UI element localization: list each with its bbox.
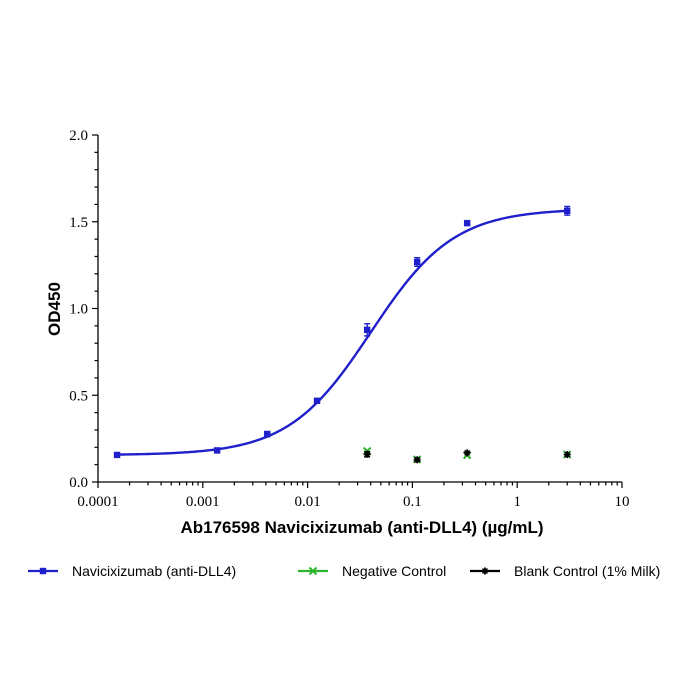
y-tick-label: 2.0 bbox=[69, 128, 88, 144]
legend-item: Navicixizumab (anti-DLL4) bbox=[28, 563, 236, 579]
legend-item: Blank Control (1% Milk) bbox=[470, 563, 660, 579]
legend-label: Negative Control bbox=[342, 563, 446, 579]
data-point bbox=[564, 207, 571, 215]
legend: Navicixizumab (anti-DLL4) Negative Contro… bbox=[28, 563, 660, 579]
legend-marker bbox=[481, 567, 489, 575]
data-point bbox=[413, 258, 421, 266]
data-point bbox=[563, 451, 571, 459]
legend-label: Blank Control (1% Milk) bbox=[514, 563, 660, 579]
x-tick-label: 0.01 bbox=[294, 494, 320, 510]
data-point bbox=[264, 430, 271, 438]
y-tick-label: 0.0 bbox=[69, 475, 88, 491]
x-tick-label: 10 bbox=[615, 494, 630, 510]
data-point bbox=[313, 397, 321, 405]
axis-ticks: 0.0001 0.001 0.01 0.1 1 10 0.0 0.5 1.0 1.5 2.0 bbox=[69, 128, 629, 510]
x-tick-label: 0.001 bbox=[186, 494, 220, 510]
y-tick-label: 1.5 bbox=[69, 215, 88, 231]
data-points bbox=[113, 205, 572, 464]
data-point bbox=[463, 449, 471, 457]
y-tick-label: 1.0 bbox=[69, 302, 88, 318]
legend-item: Negative Control bbox=[298, 563, 446, 579]
data-point bbox=[413, 456, 421, 464]
data-point bbox=[213, 447, 221, 454]
x-tick-label: 1 bbox=[513, 494, 521, 510]
x-tick-label: 0.1 bbox=[403, 494, 422, 510]
fit-curve-navicixizumab bbox=[116, 209, 568, 456]
data-point bbox=[463, 219, 471, 227]
y-axis-title: OD450 bbox=[45, 282, 64, 336]
x-axis-title: Ab176598 Navicixizumab (anti-DLL4) (µg/m… bbox=[180, 518, 543, 537]
data-point bbox=[113, 451, 121, 459]
legend-marker bbox=[308, 566, 318, 576]
legend-marker bbox=[39, 567, 47, 575]
legend-label: Navicixizumab (anti-DLL4) bbox=[72, 563, 236, 579]
y-tick-label: 0.5 bbox=[69, 388, 88, 404]
axes bbox=[97, 135, 622, 483]
x-tick-label: 0.0001 bbox=[77, 494, 118, 510]
fit-curve-layer bbox=[116, 209, 568, 456]
data-point bbox=[363, 450, 371, 458]
data-point bbox=[363, 326, 371, 334]
